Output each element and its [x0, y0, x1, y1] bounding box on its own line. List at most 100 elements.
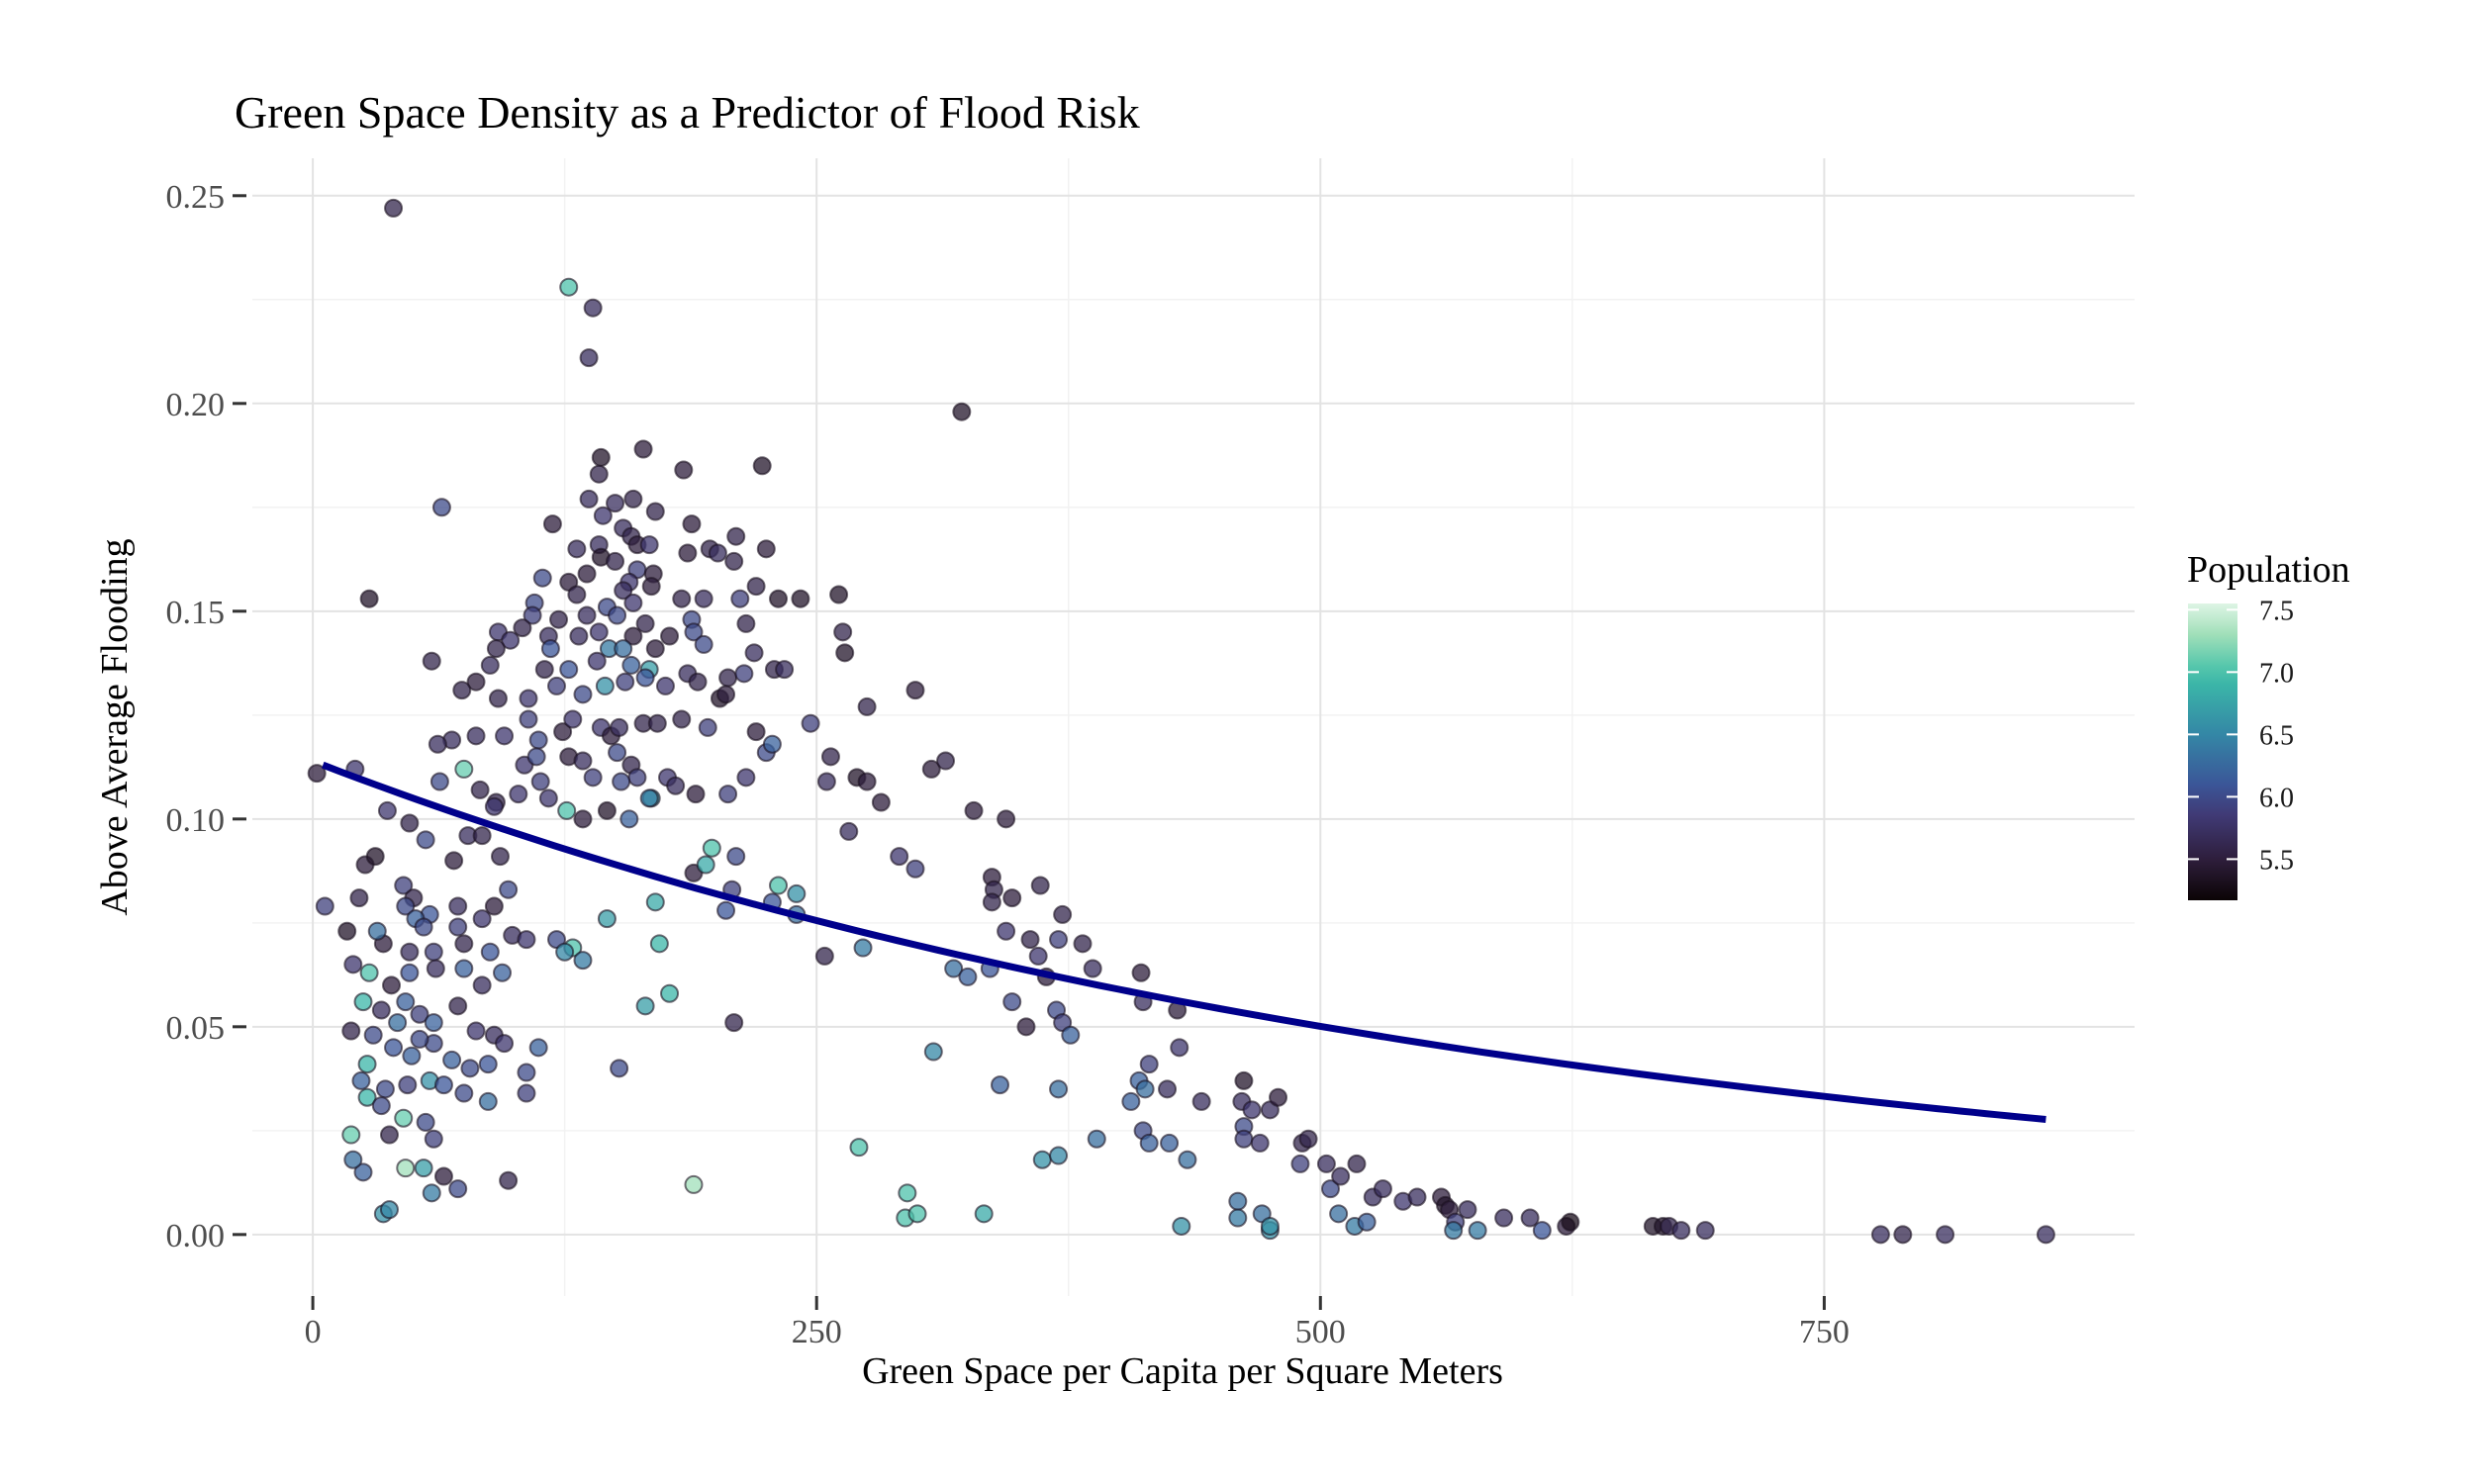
data-point	[672, 709, 692, 729]
data-point	[997, 921, 1016, 941]
data-point	[517, 1083, 536, 1103]
data-point	[716, 900, 736, 920]
data-point	[396, 1159, 416, 1178]
data-point	[606, 494, 625, 513]
data-points	[307, 198, 2055, 1245]
data-point	[775, 660, 795, 680]
data-point	[1260, 1216, 1280, 1236]
y-tick-label: 0.05	[166, 1010, 226, 1047]
data-point	[530, 772, 550, 791]
data-point	[593, 506, 613, 525]
data-point	[1049, 1146, 1069, 1165]
data-point	[645, 892, 665, 912]
data-point	[746, 722, 766, 742]
data-point	[377, 800, 397, 820]
data-point	[1228, 1208, 1248, 1228]
data-point	[635, 613, 655, 633]
data-point	[414, 917, 433, 937]
data-point	[616, 672, 635, 692]
data-point	[610, 1059, 629, 1078]
x-tick-label: 250	[792, 1314, 842, 1350]
data-point	[341, 1125, 361, 1145]
data-point	[645, 639, 665, 659]
data-point	[641, 577, 661, 597]
fit-line-group	[322, 761, 2046, 1123]
data-point	[448, 996, 468, 1016]
data-point	[1373, 1179, 1392, 1199]
data-point	[921, 759, 941, 779]
data-point	[716, 685, 736, 704]
data-point	[513, 618, 532, 638]
data-point	[816, 772, 836, 791]
data-point	[414, 1159, 433, 1178]
data-point	[1329, 1204, 1349, 1224]
data-point	[486, 639, 506, 659]
data-point	[608, 605, 627, 625]
data-point	[684, 1174, 704, 1194]
data-point	[384, 1038, 404, 1058]
data-point	[454, 959, 474, 978]
data-point	[359, 963, 379, 982]
data-point	[559, 660, 579, 680]
data-point	[635, 668, 655, 688]
data-point	[1893, 1225, 1913, 1245]
data-point	[553, 722, 573, 742]
data-point	[991, 1075, 1010, 1095]
data-point	[1049, 930, 1069, 950]
data-point	[694, 589, 714, 608]
data-point	[353, 1162, 373, 1182]
data-point	[814, 946, 834, 966]
data-point	[724, 1013, 744, 1033]
data-point	[1316, 1154, 1336, 1173]
data-point	[579, 489, 599, 509]
data-point	[694, 634, 714, 654]
data-point	[480, 942, 500, 962]
data-point	[1870, 1225, 1890, 1245]
data-point	[426, 959, 445, 978]
data-point	[484, 896, 504, 916]
data-point	[595, 676, 615, 696]
data-point	[857, 772, 877, 791]
data-point	[820, 747, 840, 767]
data-point	[517, 930, 536, 950]
data-point	[944, 959, 964, 978]
data-point	[416, 1112, 435, 1132]
data-point	[466, 726, 486, 746]
data-point	[433, 1166, 453, 1186]
data-point	[1053, 904, 1073, 924]
data-point	[534, 660, 554, 680]
data-point	[718, 785, 738, 804]
data-point	[416, 830, 435, 850]
data-point	[688, 672, 708, 692]
data-point	[1121, 1091, 1141, 1111]
data-point	[493, 963, 513, 982]
data-point	[490, 847, 510, 867]
data-point	[923, 1042, 943, 1062]
data-point	[724, 551, 744, 571]
data-point	[472, 909, 492, 929]
data-point	[394, 876, 414, 895]
fit-line	[322, 761, 2046, 1123]
data-point	[448, 917, 468, 937]
data-point	[801, 713, 820, 733]
legend-title: Population	[2187, 549, 2350, 591]
data-point	[379, 1200, 399, 1220]
y-tick-label: 0.20	[166, 387, 226, 423]
data-point	[682, 514, 702, 534]
data-point	[898, 1183, 917, 1203]
data-point	[444, 851, 464, 871]
data-point	[357, 1087, 377, 1107]
data-point	[357, 1055, 377, 1074]
data-point	[829, 585, 849, 604]
data-point	[997, 809, 1016, 829]
data-point	[371, 1096, 391, 1116]
axes: 0 250 500 750 0.00 0.05 0.10 0.15 0.20 0.25	[166, 179, 1850, 1350]
data-point	[559, 277, 579, 297]
data-point	[343, 955, 363, 974]
legend-tick-label: 7.5	[2259, 596, 2294, 626]
legend-tick-label: 7.0	[2259, 658, 2294, 689]
data-point	[686, 785, 706, 804]
data-point	[517, 1063, 536, 1082]
data-point	[964, 800, 984, 820]
data-point	[542, 514, 562, 534]
